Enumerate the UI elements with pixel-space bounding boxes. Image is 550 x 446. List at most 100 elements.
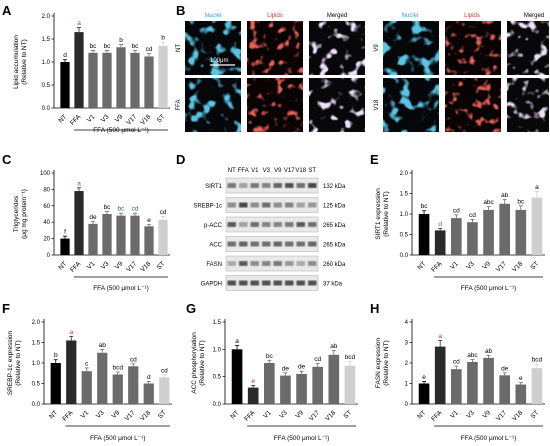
blot-strip xyxy=(225,197,319,213)
bar-st xyxy=(158,219,168,255)
blot-strip xyxy=(225,236,319,252)
blot-band xyxy=(262,280,271,286)
x-tick-label: V17 xyxy=(124,409,137,422)
chart-srebp1c-expression: 0.0 0.5 1.0 1.5 2.0 SREBP-1c expression (Relat… xyxy=(7,319,172,442)
x-tick-label: FFA xyxy=(430,260,444,274)
significance-letter: bcd xyxy=(113,365,124,372)
y-axis-label: (Relative to NT) xyxy=(21,39,28,85)
blot-band xyxy=(273,202,282,208)
header-lipids-right: Lipids xyxy=(464,13,480,19)
bar-nt xyxy=(418,214,430,255)
bar-v1 xyxy=(450,218,462,255)
panel-label-f: F xyxy=(2,301,10,316)
significance-letter: bc xyxy=(104,204,112,211)
bar-v17 xyxy=(499,203,511,255)
blot-band xyxy=(285,202,294,208)
significance-letter: b xyxy=(161,35,165,42)
significance-letter: ab xyxy=(485,348,493,355)
blot-band xyxy=(250,241,259,247)
significance-letter: b xyxy=(54,352,58,359)
x-tick-label: V18 xyxy=(139,260,152,273)
blot-band xyxy=(308,241,317,247)
protein-label: p-ACC xyxy=(204,223,223,229)
x-tick-label: NT xyxy=(48,409,59,420)
significance-letter: a xyxy=(77,20,81,27)
bar-v18 xyxy=(328,354,340,404)
header-merged-left: Merged xyxy=(327,13,347,19)
x-axis-caption: FFA (500 μmol L⁻¹) xyxy=(93,127,149,134)
bar-v17 xyxy=(312,366,324,404)
x-tick-label: V17 xyxy=(495,260,508,273)
blot-band xyxy=(262,183,271,188)
blot-strip xyxy=(225,216,319,233)
blot-band xyxy=(273,183,282,188)
bar-v3 xyxy=(102,214,112,255)
x-tick-label: NT xyxy=(229,409,240,420)
western-blot-panel: NT FFA V1 V3 V9 V17 V18 ST SIRT1 132 kDa SREBP-1c 1… xyxy=(193,168,346,291)
kda-label: 132 kDa xyxy=(323,184,346,190)
lane-label-v1: V1 xyxy=(251,168,259,174)
bar-v18 xyxy=(144,226,154,255)
significance-letter: bc xyxy=(118,206,126,213)
x-tick-label: V1 xyxy=(262,409,273,420)
significance-letter: abc xyxy=(467,352,478,359)
y-tick-label: 0 xyxy=(47,253,51,259)
significance-letter: e xyxy=(519,375,523,382)
bar-nt xyxy=(50,363,61,404)
lane-label-v18: V18 xyxy=(295,168,306,174)
bar-ffa xyxy=(434,346,446,404)
bar-st xyxy=(158,45,168,108)
y-tick-label: 0.5 xyxy=(42,83,51,89)
bar-v3 xyxy=(102,52,112,108)
microscopy-panel: Nuclei Lipids Merged Nuclei Lipids Merge… xyxy=(176,13,549,132)
x-tick-label: NT xyxy=(57,260,68,271)
bar-v1 xyxy=(88,223,98,255)
blot-band xyxy=(250,183,259,188)
significance-letter: bcd xyxy=(532,357,543,364)
significance-letter: bc xyxy=(266,353,274,360)
blot-band xyxy=(227,261,236,266)
bar-v9 xyxy=(483,357,494,404)
significance-letter: ab xyxy=(99,342,107,349)
significance-letter: de xyxy=(501,365,509,372)
row-label-v9: V9 xyxy=(374,44,380,52)
y-tick-label: 0.0 xyxy=(213,402,222,408)
x-tick-label: V3 xyxy=(465,409,476,420)
bar-ffa xyxy=(74,32,84,108)
x-tick-label: V9 xyxy=(481,409,492,420)
lane-label-v17: V17 xyxy=(284,168,295,174)
x-tick-label: V1 xyxy=(449,260,460,271)
row-label-v18: V18 xyxy=(374,99,380,110)
y-tick-label: 0.0 xyxy=(400,253,409,259)
y-axis-label: Lipid accumulation xyxy=(13,35,20,89)
blot-band xyxy=(308,183,317,188)
significance-letter: bcd xyxy=(345,354,356,361)
x-tick-label: FFA xyxy=(430,409,444,423)
kda-label: 265 kDa xyxy=(323,243,346,249)
y-tick-label: 2.0 xyxy=(42,14,51,20)
x-tick-label: V1 xyxy=(86,260,97,271)
x-tick-label: ST xyxy=(157,409,168,420)
x-tick-label: FFA xyxy=(69,260,83,274)
significance-letter: de xyxy=(282,365,290,372)
significance-letter: a xyxy=(235,338,239,345)
y-tick-label: 2.0 xyxy=(32,320,41,326)
y-tick-label: 1.5 xyxy=(32,341,41,347)
blot-band xyxy=(285,241,294,247)
significance-letter: a xyxy=(438,333,442,340)
y-tick-label: 40 xyxy=(43,220,50,226)
blot-band xyxy=(296,261,305,266)
blot-band xyxy=(296,183,305,188)
significance-letter: cd xyxy=(314,356,321,363)
x-tick-label: V3 xyxy=(100,260,111,271)
y-tick-label: 1.0 xyxy=(213,347,222,353)
y-tick-label: 1.0 xyxy=(400,212,409,218)
x-tick-label: FFA xyxy=(61,409,75,423)
blot-band xyxy=(285,261,294,266)
protein-label: SIRT1 xyxy=(205,184,223,190)
x-tick-label: V17 xyxy=(125,113,138,126)
kda-label: 125 kDa xyxy=(323,204,346,210)
scale-bar-label: 100μm xyxy=(210,58,228,64)
y-axis-label: (Relative to NT) xyxy=(383,191,390,237)
y-tick-label: 80 xyxy=(43,187,50,193)
